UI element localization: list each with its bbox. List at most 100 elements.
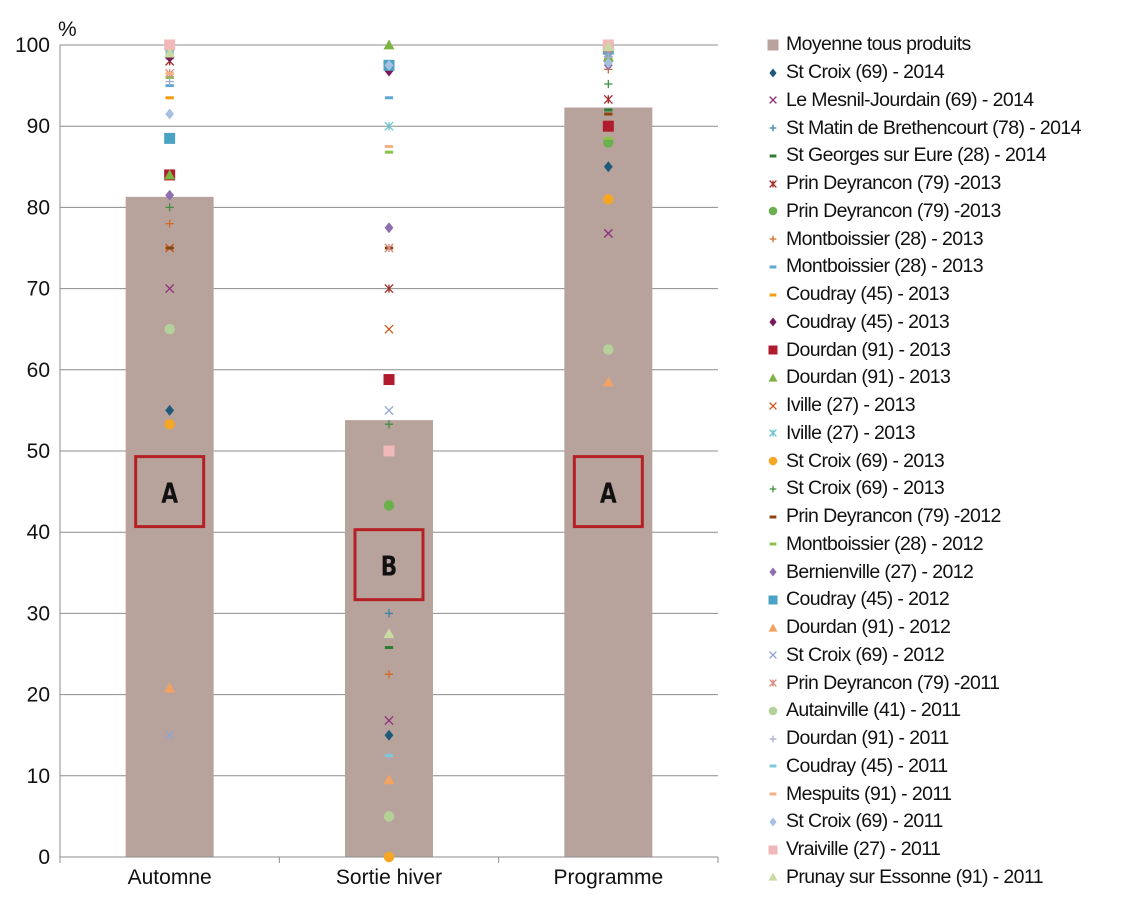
point bbox=[384, 609, 394, 618]
legend-label: Prin Deyrancon (79) -2012 bbox=[786, 505, 1001, 528]
point bbox=[383, 811, 395, 822]
legend-marker-icon bbox=[769, 679, 777, 687]
y-tick-label: 70 bbox=[27, 278, 50, 301]
category-label: Sortie hiver bbox=[336, 866, 442, 889]
point bbox=[165, 71, 174, 75]
point bbox=[603, 344, 614, 355]
legend-label: Dourdan (91) - 2011 bbox=[786, 727, 949, 750]
category-label: Automne bbox=[128, 866, 212, 889]
legend-marker-icon bbox=[767, 39, 779, 51]
legend-marker-icon bbox=[769, 515, 777, 519]
point bbox=[602, 120, 614, 132]
legend-marker-icon bbox=[769, 179, 777, 188]
series-2 bbox=[165, 228, 613, 726]
legend-marker-icon bbox=[769, 792, 777, 796]
legend-label: Dourdan (91) - 2012 bbox=[786, 616, 951, 639]
y-tick-label: 50 bbox=[27, 440, 50, 463]
legend-item: St Croix (69) - 2014 bbox=[760, 59, 1128, 87]
point bbox=[384, 121, 394, 131]
point bbox=[165, 96, 174, 100]
point bbox=[384, 284, 394, 294]
point bbox=[164, 418, 175, 430]
point bbox=[384, 65, 394, 77]
point bbox=[165, 219, 174, 228]
legend-label: Coudray (45) - 2013 bbox=[786, 310, 950, 333]
point bbox=[602, 376, 614, 387]
legend-label: Montboissier (28) - 2013 bbox=[786, 255, 984, 278]
point bbox=[384, 145, 394, 148]
legend-marker-icon bbox=[769, 293, 777, 297]
legend-label: Dourdan (91) - 2013 bbox=[786, 338, 951, 361]
point bbox=[384, 729, 394, 741]
legend-marker-icon bbox=[769, 154, 777, 158]
y-tick-label: 90 bbox=[27, 115, 50, 138]
legend-marker-icon bbox=[769, 401, 777, 410]
legend-marker-icon bbox=[769, 265, 777, 269]
legend-marker-icon bbox=[768, 623, 778, 632]
legend-item: Montboissier (28) - 2013 bbox=[760, 225, 1128, 253]
legend-label: Iville (27) - 2013 bbox=[786, 421, 916, 444]
legend-item: St Croix (69) - 2011 bbox=[760, 808, 1128, 836]
point bbox=[604, 108, 613, 112]
point bbox=[384, 222, 394, 234]
point bbox=[384, 420, 394, 429]
legend-label: Iville (27) - 2013 bbox=[786, 394, 916, 417]
legend-item: Prin Deyrancon (79) -2012 bbox=[760, 503, 1128, 531]
legend: Moyenne tous produits St Croix (69) - 201… bbox=[760, 31, 1128, 891]
legend-item: Montboissier (28) - 2012 bbox=[760, 531, 1128, 559]
legend-item: St Matin de Brethencourt (78) - 2014 bbox=[760, 114, 1128, 142]
legend-item: Moyenne tous produits bbox=[760, 31, 1128, 59]
legend-item: Dourdan (91) - 2011 bbox=[760, 725, 1128, 753]
y-tick-label: 0 bbox=[38, 846, 50, 869]
legend-marker-icon bbox=[769, 429, 777, 438]
legend-label: Montboissier (28) - 2013 bbox=[786, 227, 984, 250]
legend-item: Autainville (41) - 2011 bbox=[760, 697, 1128, 725]
series-11 bbox=[164, 120, 614, 386]
legend-label: Autainville (41) - 2011 bbox=[786, 699, 961, 722]
point bbox=[603, 161, 613, 173]
point bbox=[603, 228, 613, 238]
legend-label: Moyenne tous produits bbox=[786, 33, 971, 56]
point bbox=[165, 730, 175, 740]
point bbox=[165, 189, 175, 201]
group-letter: B bbox=[381, 550, 398, 582]
point bbox=[602, 41, 614, 52]
point bbox=[604, 112, 613, 116]
legend-item: Dourdan (91) - 2013 bbox=[760, 364, 1128, 392]
legend-marker-icon bbox=[768, 845, 778, 855]
legend-item: Prin Deyrancon (79) -2013 bbox=[760, 170, 1128, 198]
legend-label: St Matin de Brethencourt (78) - 2014 bbox=[786, 116, 1082, 139]
legend-marker-icon bbox=[769, 764, 777, 768]
point bbox=[384, 646, 394, 650]
y-tick-label: 100 bbox=[15, 34, 50, 57]
point bbox=[164, 682, 176, 693]
legend-marker-icon bbox=[769, 567, 777, 577]
legend-marker-icon bbox=[769, 542, 777, 546]
series-5 bbox=[165, 56, 613, 294]
legend-label: Prin Deyrancon (79) -2011 bbox=[786, 671, 1000, 694]
series-1 bbox=[165, 161, 613, 741]
point bbox=[384, 715, 394, 726]
point bbox=[384, 243, 394, 253]
point bbox=[603, 194, 614, 205]
point bbox=[164, 47, 176, 58]
legend-item: Vraiville (27) - 2011 bbox=[760, 836, 1128, 864]
point bbox=[383, 374, 395, 386]
legend-label: Le Mesnil-Jourdain (69) - 2014 bbox=[786, 88, 1034, 111]
legend-label: Mespuits (91) - 2011 bbox=[786, 782, 952, 805]
point bbox=[384, 59, 394, 71]
legend-label: Vraiville (27) - 2011 bbox=[786, 838, 941, 861]
legend-item: St Croix (69) - 2013 bbox=[760, 447, 1128, 475]
point bbox=[383, 39, 395, 50]
legend-item: Prunay sur Essonne (91) - 2011 bbox=[760, 864, 1128, 892]
series-15 bbox=[164, 194, 614, 863]
group-letter: A bbox=[161, 477, 178, 509]
point bbox=[603, 94, 613, 104]
series-24 bbox=[164, 323, 614, 822]
point bbox=[383, 774, 395, 785]
series-16 bbox=[165, 79, 613, 429]
legend-label: Montboissier (28) - 2012 bbox=[786, 532, 984, 555]
legend-marker-icon bbox=[769, 68, 777, 78]
legend-label: Coudray (45) - 2011 bbox=[786, 754, 948, 777]
legend-item: Coudray (45) - 2011 bbox=[760, 753, 1128, 781]
